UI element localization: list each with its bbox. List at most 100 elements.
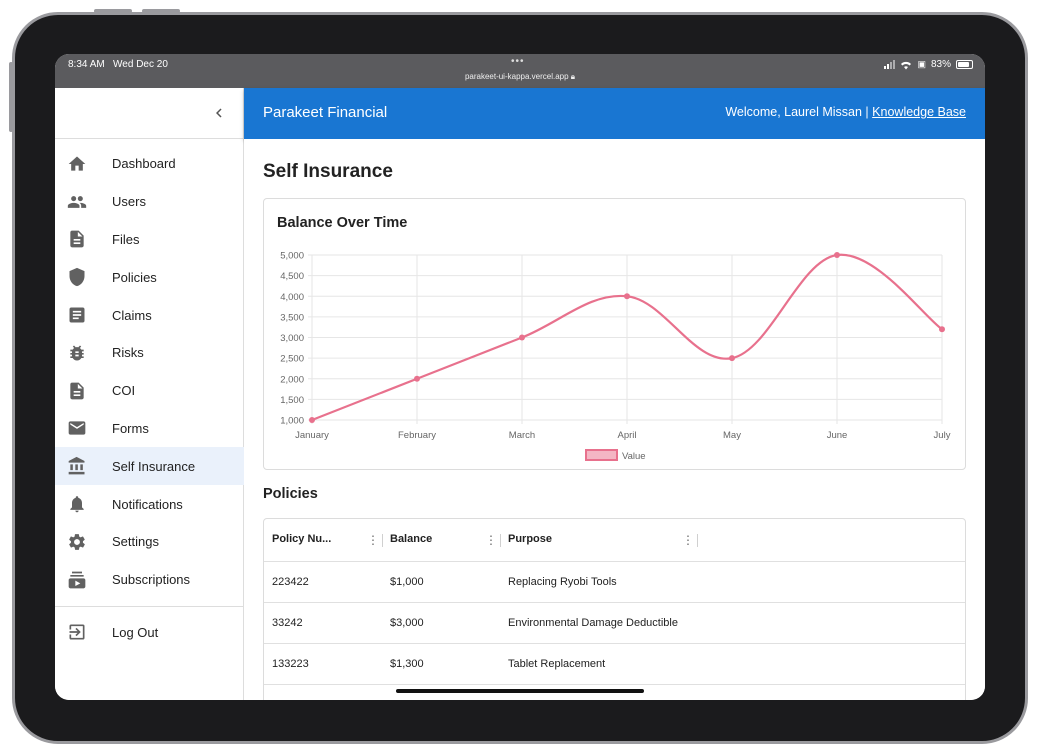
y-tick-label: 3,500 <box>280 312 304 323</box>
policy-number-cell: 223422 <box>272 576 309 588</box>
data-point <box>834 252 840 258</box>
purpose-cell: Environmental Damage Deductible <box>508 617 678 629</box>
bank-icon <box>68 457 85 475</box>
lock-icon: 🔒︎ <box>570 72 576 81</box>
battery-percent: 83% <box>930 59 951 70</box>
balance-cell: $1,300 <box>390 658 424 670</box>
data-point <box>624 293 630 300</box>
balance-cell: $1,000 <box>390 576 424 588</box>
sidebar-item-claims[interactable]: Claims <box>55 296 244 334</box>
chevron-left-icon[interactable] <box>210 104 228 122</box>
sidebar-item-label: Notifications <box>112 496 183 512</box>
subscriptions-icon <box>68 571 86 588</box>
sidebar-item-files[interactable]: Files <box>55 221 244 259</box>
sidebar-item-policies[interactable]: Policies <box>55 258 244 296</box>
sidebar-item-label: Subscriptions <box>112 572 191 588</box>
table-row[interactable]: 33242 $3,000 Environmental Damage Deduct… <box>264 603 965 644</box>
main-content: Self Insurance Balance Over Time 1,000 1,… <box>244 139 985 700</box>
sidebar-item-label: Files <box>112 231 140 247</box>
status-bar: 8:34 AM Wed Dec 20 ••• parakeet-ui-kappa… <box>55 54 985 88</box>
data-point <box>309 417 315 423</box>
shield-icon <box>69 268 85 287</box>
legend-swatch <box>585 449 618 461</box>
sidebar-item-label: Self Insurance <box>112 458 196 474</box>
policy-number-cell: 133223 <box>272 658 309 670</box>
sidebar-item-users[interactable]: Users <box>55 183 244 221</box>
page-title: Self Insurance <box>263 161 393 182</box>
certificate-icon <box>70 382 84 400</box>
sidebar-item-label: Policies <box>112 269 157 285</box>
y-tick-label: 3,000 <box>280 333 304 344</box>
x-tick-label: April <box>617 430 636 441</box>
logout-button[interactable]: Log Out <box>55 613 244 651</box>
battery-lock-icon: ▣ <box>917 59 926 69</box>
data-point <box>939 326 945 333</box>
policy-number-cell: 33242 <box>272 617 303 629</box>
data-point <box>519 334 525 341</box>
volume-button <box>94 9 132 13</box>
sidebar-item-forms[interactable]: Forms <box>55 410 244 448</box>
column-separator[interactable] <box>697 534 698 547</box>
gear-icon <box>69 534 85 550</box>
x-tick-label: June <box>827 430 848 441</box>
logout-label: Log Out <box>112 624 159 640</box>
sidebar-item-self-insurance[interactable]: Self Insurance <box>55 447 244 486</box>
x-tick-label: March <box>509 430 535 441</box>
column-menu-icon[interactable]: ⋮ <box>682 533 694 547</box>
data-point <box>729 355 735 362</box>
table-row[interactable]: 223422 $1,000 Replacing Ryobi Tools <box>264 562 965 603</box>
knowledge-base-link[interactable]: Knowledge Base <box>872 105 966 119</box>
column-header-policy-number[interactable]: Policy Nu... <box>272 533 332 545</box>
sidebar-item-label: Users <box>112 194 146 210</box>
y-tick-label: 2,000 <box>280 374 304 385</box>
divider <box>55 606 244 607</box>
sidebar-item-label: COI <box>112 383 136 399</box>
column-menu-icon[interactable]: ⋮ <box>485 533 497 547</box>
multitask-dots-icon[interactable]: ••• <box>511 56 525 67</box>
column-header-balance[interactable]: Balance <box>390 533 433 545</box>
sidebar-item-dashboard[interactable]: Dashboard <box>55 145 244 183</box>
sidebar-item-subscriptions[interactable]: Subscriptions <box>55 561 244 599</box>
sidebar-item-risks[interactable]: Risks <box>55 334 244 372</box>
power-button <box>9 62 13 132</box>
column-separator[interactable] <box>382 534 383 547</box>
table-row[interactable]: 133223 $1,300 Tablet Replacement <box>264 644 965 685</box>
chart-card: Balance Over Time 1,000 1,500 2,000 2,500 3,… <box>263 198 966 470</box>
table-header: Policy Nu... ⋮ Balance ⋮ Purpose ⋮ <box>264 519 965 562</box>
column-menu-icon[interactable]: ⋮ <box>367 533 379 547</box>
users-icon <box>67 195 87 208</box>
file-icon <box>70 231 84 248</box>
balance-cell: $3,000 <box>390 617 424 629</box>
y-tick-label: 1,000 <box>280 416 304 427</box>
sidebar-item-label: Settings <box>112 534 159 550</box>
sidebar-header <box>55 88 244 139</box>
sidebar-item-label: Claims <box>112 307 152 323</box>
sidebar-item-label: Dashboard <box>112 156 176 172</box>
volume-button <box>142 9 180 13</box>
brand-title: Parakeet Financial <box>263 104 388 121</box>
purpose-cell: Tablet Replacement <box>508 658 606 670</box>
y-tick-label: 1,500 <box>280 395 304 406</box>
bug-icon <box>70 345 84 361</box>
policies-table: Policy Nu... ⋮ Balance ⋮ Purpose ⋮ 22342… <box>263 518 966 700</box>
y-tick-label: 4,000 <box>280 292 304 303</box>
sidebar-item-label: Forms <box>112 420 149 436</box>
x-tick-label: February <box>398 430 436 441</box>
sidebar-item-notifications[interactable]: Notifications <box>55 485 244 523</box>
purpose-cell: Replacing Ryobi Tools <box>508 576 617 588</box>
url-bar[interactable]: parakeet-ui-kappa.vercel.app 🔒︎ <box>464 72 576 81</box>
balance-chart: 1,000 1,500 2,000 2,500 3,000 3,500 4,000 4,500… <box>280 251 950 463</box>
mail-icon <box>68 421 86 436</box>
sidebar-item-coi[interactable]: COI <box>55 372 244 410</box>
home-icon <box>68 156 86 171</box>
column-separator[interactable] <box>500 534 501 547</box>
bell-icon <box>70 496 84 513</box>
status-indicators: ▣ 83% <box>884 59 973 70</box>
y-tick-label: 4,500 <box>280 271 304 282</box>
x-tick-label: January <box>295 430 329 441</box>
legend-label: Value <box>622 451 646 462</box>
welcome-text: Welcome, Laurel Missan | Knowledge Base <box>725 105 966 119</box>
sidebar-item-settings[interactable]: Settings <box>55 523 244 561</box>
home-indicator[interactable] <box>396 689 644 693</box>
column-header-purpose[interactable]: Purpose <box>508 533 553 545</box>
